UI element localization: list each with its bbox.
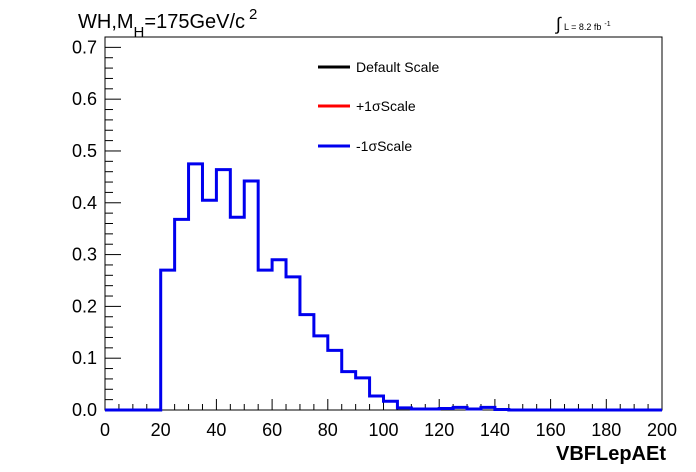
x-tick-label: 20 — [151, 420, 171, 440]
series-line — [105, 162, 662, 412]
lumi-text: L = 8.2 fb — [564, 22, 601, 32]
title-mid: =175GeV/c — [144, 11, 245, 33]
legend-label-default: Default Scale — [356, 59, 439, 75]
y-tick-label: 0.1 — [72, 348, 97, 368]
x-axis-title: VBFLepAEt — [556, 443, 666, 465]
y-tick-label: 0.2 — [72, 296, 97, 316]
legend-label-plus: +1σScale — [356, 98, 416, 114]
title-main: WH,M — [78, 11, 134, 33]
x-tick-label: 180 — [591, 420, 621, 440]
x-tick-label: 80 — [318, 420, 338, 440]
title-superscript: 2 — [249, 6, 257, 23]
y-tick-label: 0.3 — [72, 245, 97, 265]
x-tick-label: 60 — [262, 420, 282, 440]
lumi-label: ∫ L = 8.2 fb -1 — [554, 14, 611, 34]
x-tick-label: 140 — [480, 420, 510, 440]
y-tick-label: 0.6 — [72, 89, 97, 109]
lumi-superscript: -1 — [604, 21, 610, 28]
integral-symbol: ∫ — [554, 14, 562, 34]
x-tick-label: 200 — [647, 420, 677, 440]
x-tick-label: 120 — [424, 420, 454, 440]
x-tick-label: 160 — [536, 420, 566, 440]
legend: Default Scale +1σScale -1σScale — [318, 59, 439, 154]
y-tick-label: 0.5 — [72, 141, 97, 161]
chart-title: WH,MH=175GeV/c 2 — [78, 6, 257, 41]
title-subscript: H — [134, 24, 145, 41]
y-tick-label: 0.4 — [72, 193, 97, 213]
y-tick-label: 0.0 — [72, 400, 97, 420]
y-tick-label: 0.7 — [72, 37, 97, 57]
legend-label-minus: -1σScale — [356, 138, 412, 154]
x-tick-label: 40 — [206, 420, 226, 440]
x-tick-label: 100 — [368, 420, 398, 440]
x-tick-label: 0 — [100, 420, 110, 440]
series-layer — [105, 162, 662, 412]
